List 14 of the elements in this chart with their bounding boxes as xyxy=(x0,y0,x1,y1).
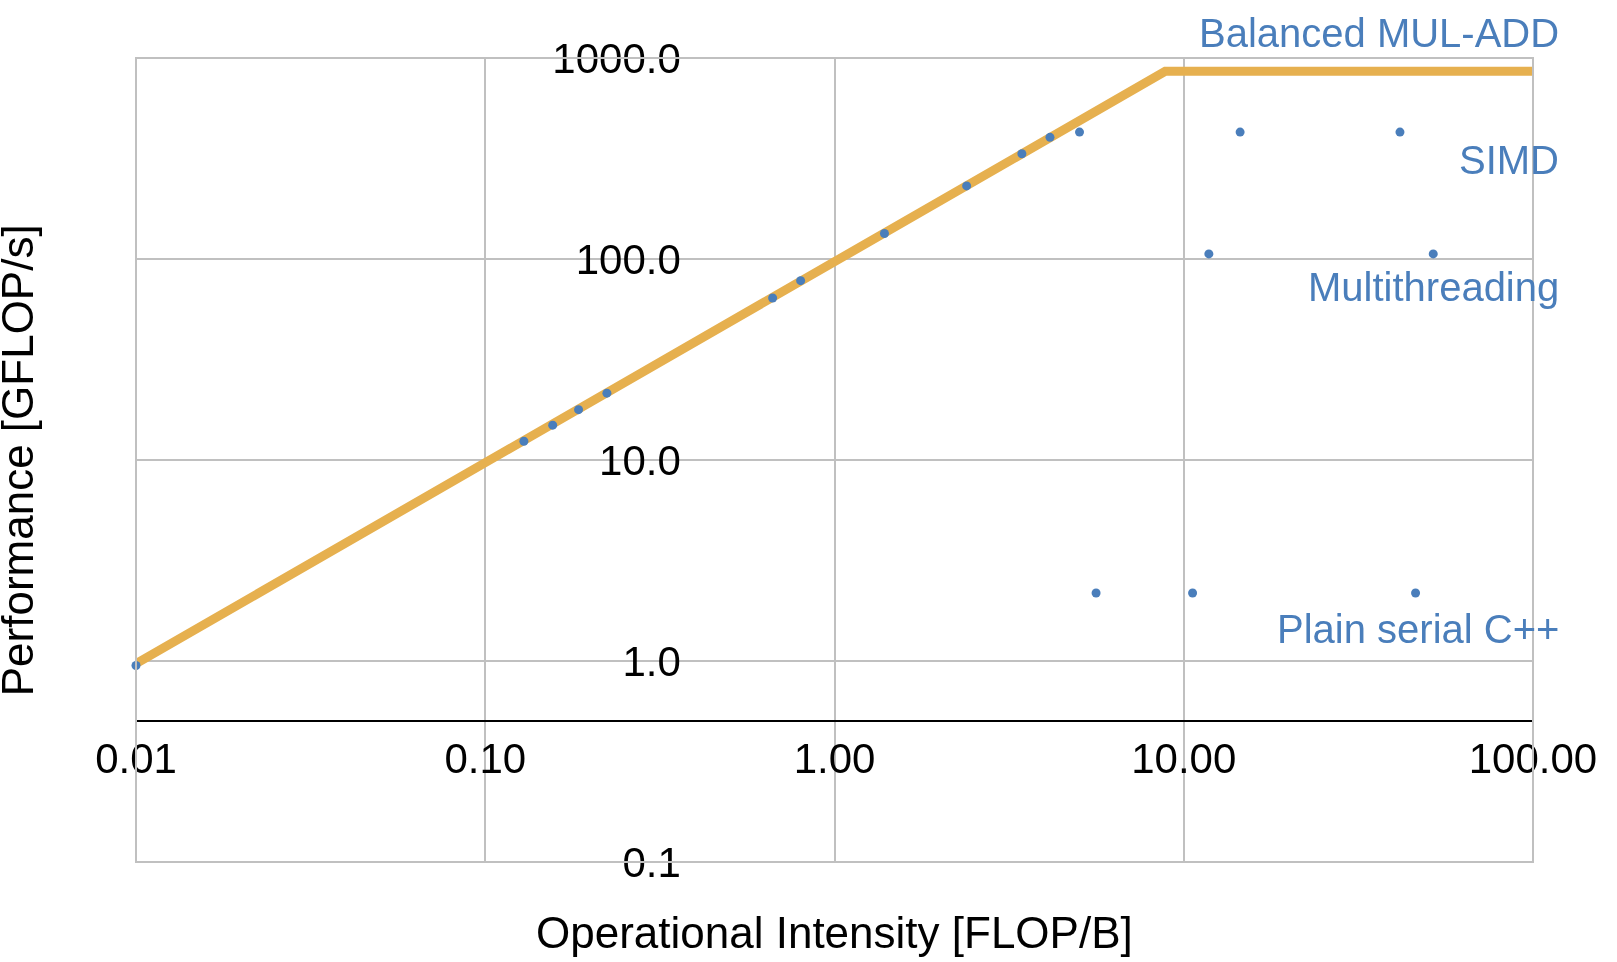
x-tick-label: 0.01 xyxy=(95,734,177,782)
x-tick-label: 1.00 xyxy=(793,734,876,782)
y-axis-title: Performance [GFLOP/s] xyxy=(0,224,43,697)
annotation: Plain serial C++ xyxy=(1277,607,1560,651)
y-tick-label: 1.0 xyxy=(622,637,681,685)
y-tick-label: 10.0 xyxy=(599,436,681,484)
x-tick-label: 0.10 xyxy=(444,734,527,782)
text: Balanced MUL-ADD xyxy=(1199,11,1560,55)
y-tick-label: 100.0 xyxy=(575,235,681,283)
x-tick-label: 10.00 xyxy=(1131,734,1237,782)
x-axis-title: Operational Intensity [FLOP/B] xyxy=(536,908,1133,957)
x-tick-label: 100.00 xyxy=(1468,734,1598,782)
annotation: SIMD xyxy=(1459,138,1559,182)
annotation: Multithreading xyxy=(1308,265,1560,309)
